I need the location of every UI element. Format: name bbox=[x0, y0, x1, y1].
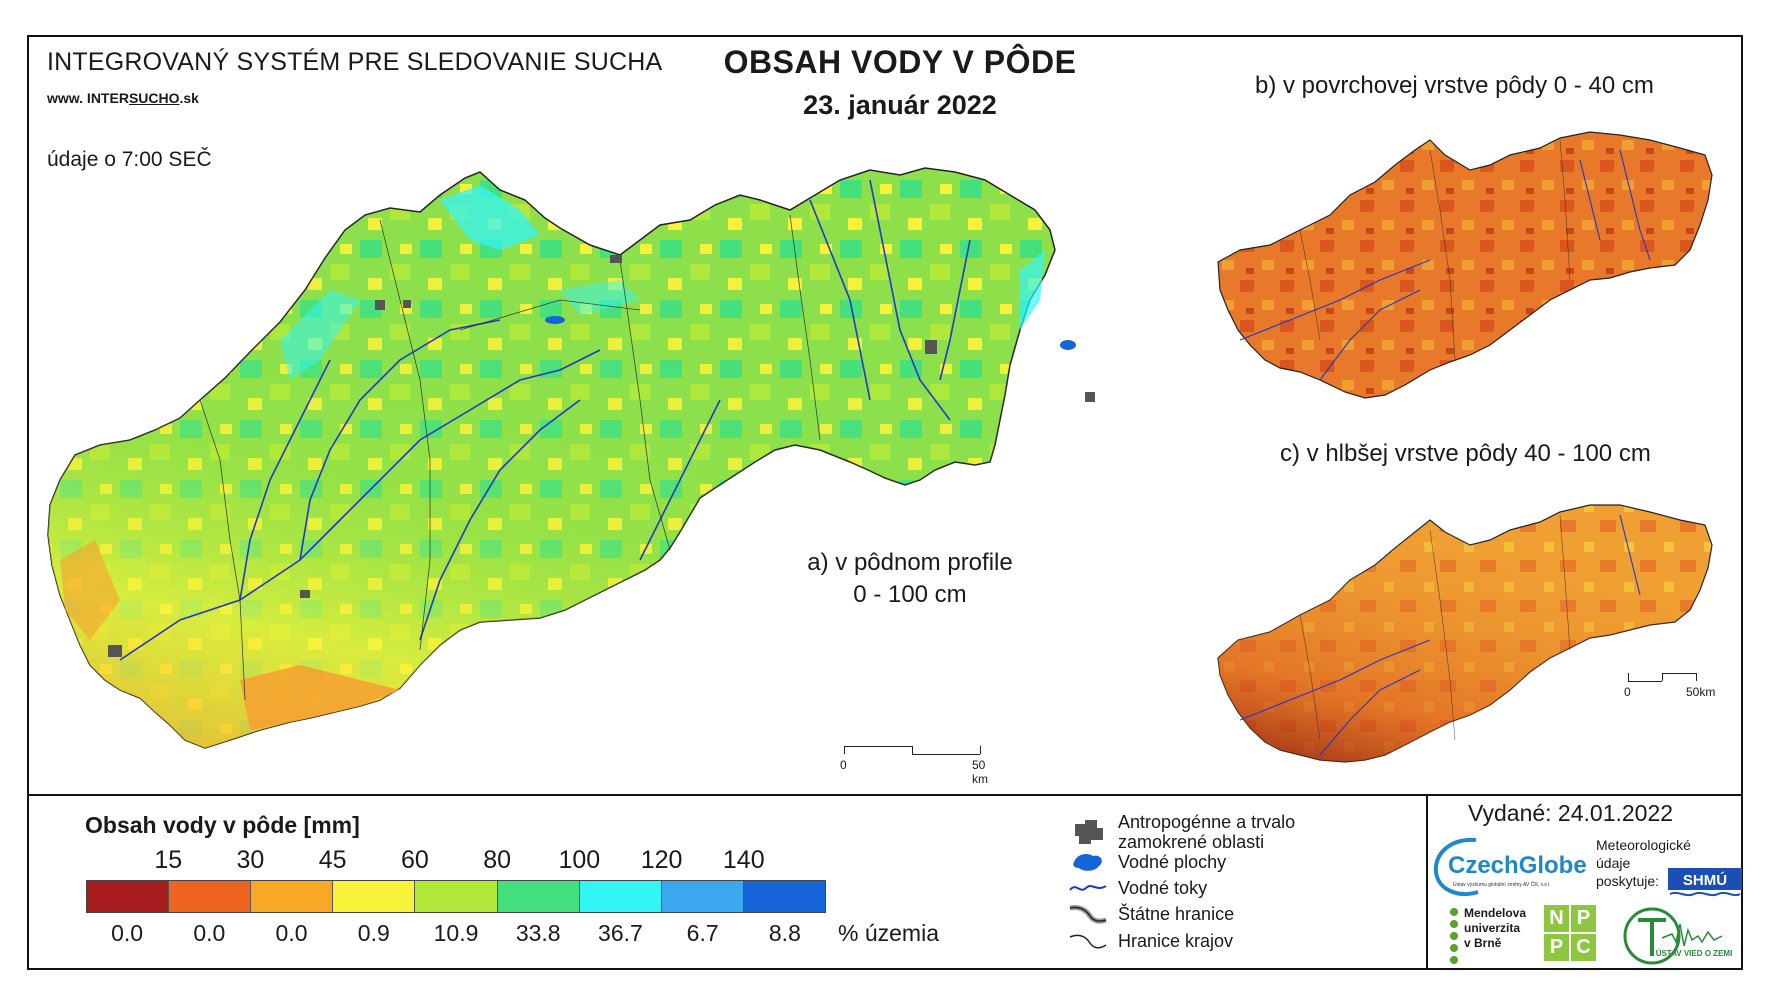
symbol-region-border: Hranice krajov bbox=[1068, 927, 1233, 955]
svg-text:SHMÚ: SHMÚ bbox=[1683, 871, 1727, 889]
water-body-icon bbox=[1068, 848, 1108, 876]
legend-threshold-label: 15 bbox=[154, 846, 183, 874]
shmu-logo: SHMÚ bbox=[1668, 866, 1742, 900]
river-icon bbox=[1068, 874, 1108, 902]
footer-divider bbox=[1426, 794, 1428, 970]
symbol-state-border-label: Štátne hranice bbox=[1118, 904, 1235, 924]
page-title: OBSAH VODY V PÔDE bbox=[723, 44, 1077, 80]
legend-class-swatch bbox=[661, 881, 744, 912]
urban-area-icon bbox=[1068, 818, 1108, 846]
symbol-river-label: Vodné toky bbox=[1118, 878, 1208, 898]
map-date: 23. január 2022 bbox=[803, 90, 997, 120]
meteo-provider-text: Meteorologické údaje poskytuje: bbox=[1596, 837, 1691, 889]
earth-science-institute-logo: ÚSTAV VIED O ZEMI bbox=[1622, 906, 1734, 973]
legend-class-swatch bbox=[415, 881, 498, 912]
legend-class-swatch bbox=[87, 881, 170, 912]
map-b-label: b) v povrchovej vrstve pôdy 0 - 40 cm bbox=[1255, 72, 1654, 99]
symbol-region-border-label: Hranice krajov bbox=[1118, 931, 1234, 951]
symbol-urban-label: Antropogénne a trvalo zamokrené oblasti bbox=[1118, 812, 1296, 852]
state-border-icon bbox=[1068, 900, 1108, 928]
legend-class-percent: 8.8 bbox=[768, 920, 801, 946]
legend-class-percent: 36.7 bbox=[598, 920, 643, 946]
symbol-river: Vodné toky bbox=[1068, 874, 1207, 902]
symbol-water: Vodné plochy bbox=[1068, 848, 1226, 876]
legend-class-swatch bbox=[743, 881, 825, 912]
legend-class-percent: 10.9 bbox=[433, 920, 479, 946]
map-c-label: c) v hlbšej vrstve pôdy 40 - 100 cm bbox=[1280, 440, 1651, 467]
legend-title: Obsah vody v pôde [mm] bbox=[85, 812, 360, 838]
symbol-urban: Antropogénne a trvalo zamokrené oblasti bbox=[1068, 812, 1318, 852]
legend-class-percent: 0.0 bbox=[111, 920, 144, 946]
map-a-label: a) v pôdnom profile 0 - 100 cm bbox=[807, 549, 1013, 608]
region-border-icon bbox=[1068, 927, 1108, 955]
legend-threshold-label: 120 bbox=[640, 846, 683, 874]
legend-threshold-label: 45 bbox=[318, 846, 347, 874]
website-link[interactable]: www. INTERSUCHO.sk bbox=[47, 90, 199, 106]
legend-threshold-label: 100 bbox=[558, 846, 601, 874]
symbol-state-border: Štátne hranice bbox=[1068, 900, 1234, 928]
legend-class-percent: 6.7 bbox=[686, 920, 719, 946]
legend-class-percent: 33.8 bbox=[515, 920, 561, 946]
soil-moisture-map-topsoil bbox=[1217, 131, 1713, 399]
observation-time: údaje o 7:00 SEČ bbox=[47, 148, 212, 171]
legend-class-swatch bbox=[579, 881, 662, 912]
legend-class-percent: 0.9 bbox=[357, 920, 390, 946]
legend-threshold-label: 60 bbox=[400, 846, 429, 874]
color-scale-bar bbox=[86, 880, 826, 913]
percent-unit-label: % územia bbox=[838, 920, 939, 946]
legend-class-swatch bbox=[333, 881, 416, 912]
legend-class-swatch bbox=[169, 881, 252, 912]
soil-moisture-map-subsoil bbox=[1217, 504, 1713, 763]
soil-moisture-map-total bbox=[47, 167, 1095, 749]
legend-class-swatch bbox=[497, 881, 580, 912]
issued-date: Vydané: 24.01.2022 bbox=[1468, 800, 1674, 826]
system-title: INTEGROVANÝ SYSTÉM PRE SLEDOVANIE SUCHA bbox=[47, 48, 663, 76]
legend-divider bbox=[27, 794, 1743, 796]
legend-threshold-label: 80 bbox=[483, 846, 512, 874]
legend-class-swatch bbox=[251, 881, 334, 912]
legend-threshold-label: 30 bbox=[236, 846, 265, 874]
legend-class-percent: 0.0 bbox=[193, 920, 226, 946]
legend-threshold-label: 140 bbox=[722, 846, 765, 874]
legend-class-percent: 0.0 bbox=[275, 920, 308, 946]
symbol-water-label: Vodné plochy bbox=[1118, 852, 1227, 872]
czechglobe-logo: CzechGlobe Ústav výzkumu globální změny … bbox=[1428, 832, 1594, 900]
svg-text:ÚSTAV VIED O ZEMI: ÚSTAV VIED O ZEMI bbox=[1656, 949, 1733, 958]
nppc-logo: N P P C bbox=[1544, 905, 1596, 961]
